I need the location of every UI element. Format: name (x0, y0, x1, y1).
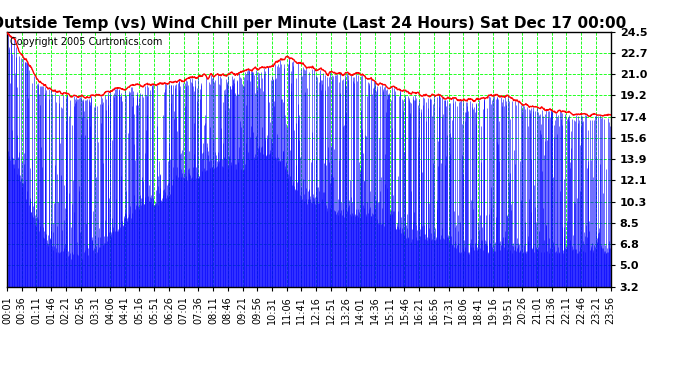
Title: Outside Temp (vs) Wind Chill per Minute (Last 24 Hours) Sat Dec 17 00:00: Outside Temp (vs) Wind Chill per Minute … (0, 16, 627, 31)
Text: Copyright 2005 Curtronics.com: Copyright 2005 Curtronics.com (10, 37, 162, 47)
